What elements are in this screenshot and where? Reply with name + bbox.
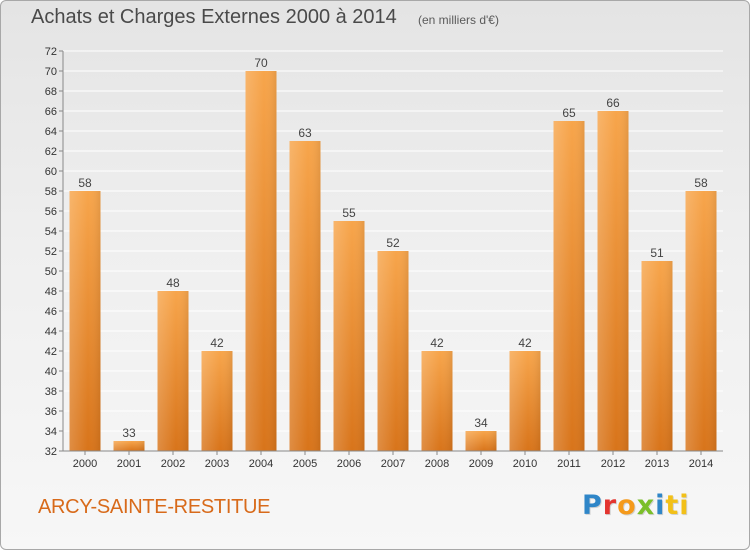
x-tick-label: 2003 xyxy=(205,458,229,470)
x-tick-label: 2013 xyxy=(645,458,669,470)
y-tick-label: 32 xyxy=(45,446,57,458)
y-tick-label: 48 xyxy=(45,286,57,298)
y-tick-label: 44 xyxy=(45,326,57,338)
logo-letter: x xyxy=(636,490,656,521)
value-label: 65 xyxy=(562,106,576,120)
logo-letter: P xyxy=(582,490,603,521)
value-label: 70 xyxy=(254,56,268,70)
x-tick-label: 2001 xyxy=(117,458,141,470)
bar-shade-2006 xyxy=(333,221,365,451)
bar-shade-2010 xyxy=(509,351,541,451)
y-tick-label: 36 xyxy=(45,406,57,418)
value-label: 63 xyxy=(298,126,312,140)
value-label: 51 xyxy=(650,246,664,260)
bar-shade-2004 xyxy=(245,71,277,451)
bars xyxy=(69,71,717,451)
bar-shade-2014 xyxy=(685,191,717,451)
bar-shade-2002 xyxy=(157,291,189,451)
y-tick-label: 54 xyxy=(45,226,57,238)
bar-shade-2012 xyxy=(597,111,629,451)
y-tick-label: 52 xyxy=(45,246,57,258)
proxiti-logo: Proxiti xyxy=(582,490,690,521)
y-tick-label: 68 xyxy=(45,86,57,98)
y-tick-label: 34 xyxy=(45,426,57,438)
value-label: 58 xyxy=(78,176,92,190)
value-label: 66 xyxy=(606,96,620,110)
bar-shade-2000 xyxy=(69,191,101,451)
axes: 32 34 36 38 40 42 44 46 48 50 52 54 56 58 60 62 64 66 68 70… xyxy=(45,46,723,470)
y-tick-label: 46 xyxy=(45,306,57,318)
y-tick-label: 50 xyxy=(45,266,57,278)
value-label: 48 xyxy=(166,276,180,290)
x-tick-label: 2005 xyxy=(293,458,317,470)
logo-letter: i xyxy=(655,490,666,521)
logo-letter: r xyxy=(602,490,618,521)
bar-shade-2001 xyxy=(113,441,145,451)
value-label: 42 xyxy=(430,336,444,350)
bar-shade-2013 xyxy=(641,261,673,451)
x-tick-label: 2000 xyxy=(73,458,97,470)
x-tick-label: 2009 xyxy=(469,458,493,470)
value-label: 33 xyxy=(122,426,136,440)
bar-shade-2008 xyxy=(421,351,453,451)
x-tick-label: 2011 xyxy=(557,458,581,470)
x-tick-label: 2008 xyxy=(425,458,449,470)
y-tick-label: 60 xyxy=(45,166,57,178)
commune-name: ARCY-SAINTE-RESTITUE xyxy=(38,496,271,518)
bar-shade-2003 xyxy=(201,351,233,451)
x-tick-label: 2014 xyxy=(689,458,713,470)
bar-shade-2009 xyxy=(465,431,497,451)
y-tick-label: 40 xyxy=(45,366,57,378)
value-label: 42 xyxy=(518,336,532,350)
bar-shade-2007 xyxy=(377,251,409,451)
y-tick-label: 66 xyxy=(45,106,57,118)
x-tick-label: 2010 xyxy=(513,458,537,470)
x-tick-label: 2006 xyxy=(337,458,361,470)
y-tick-label: 38 xyxy=(45,386,57,398)
chart-title: Achats et Charges Externes 2000 à 2014 xyxy=(31,6,397,28)
y-tick-label: 62 xyxy=(45,146,57,158)
chart-unit-label: (en milliers d'€) xyxy=(418,13,499,27)
y-tick-label: 72 xyxy=(45,46,57,58)
x-tick-label: 2002 xyxy=(161,458,185,470)
x-tick-label: 2007 xyxy=(381,458,405,470)
y-tick-label: 70 xyxy=(45,66,57,78)
y-tick-label: 56 xyxy=(45,206,57,218)
bar-shade-2005 xyxy=(289,141,321,451)
value-label: 52 xyxy=(386,236,400,250)
value-label: 34 xyxy=(474,416,488,430)
x-tick-label: 2012 xyxy=(601,458,625,470)
value-labels: 58 33 48 42 70 63 55 52 42 34 42 65 66 51 58 xyxy=(78,56,708,440)
value-label: 58 xyxy=(694,176,708,190)
value-label: 42 xyxy=(210,336,224,350)
logo-letter: ti xyxy=(665,490,690,521)
value-label: 55 xyxy=(342,206,356,220)
y-tick-label: 58 xyxy=(45,186,57,198)
y-tick-label: 64 xyxy=(45,126,57,138)
logo-letter: o xyxy=(617,490,637,521)
x-tick-label: 2004 xyxy=(249,458,273,470)
y-tick-label: 42 xyxy=(45,346,57,358)
bar-shade-2011 xyxy=(553,121,585,451)
